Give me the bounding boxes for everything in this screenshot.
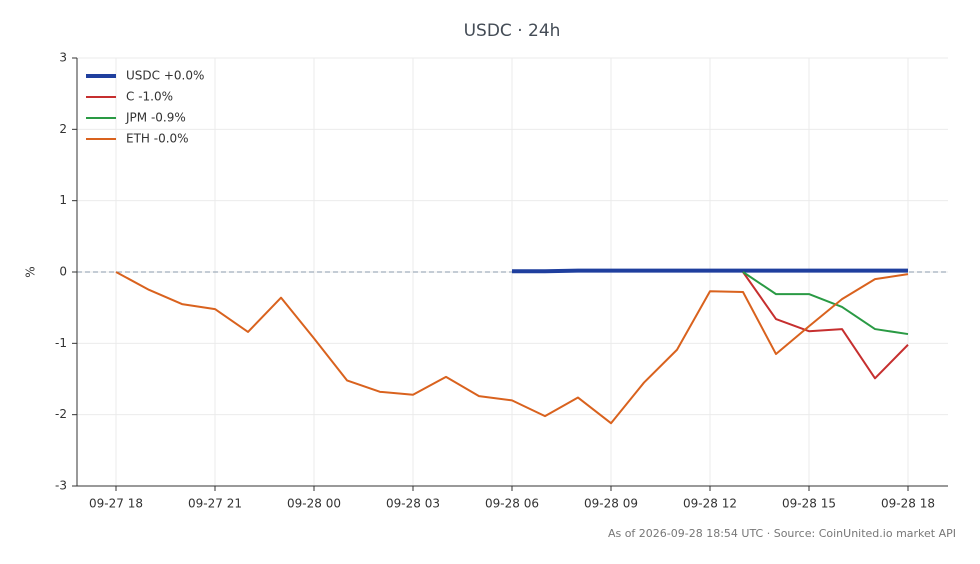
y-tick-label: -1 <box>55 336 67 350</box>
x-tick-label: 09-28 18 <box>881 497 935 511</box>
series-line <box>512 268 908 274</box>
y-tick-label: -2 <box>55 407 67 421</box>
y-tick-label: 0 <box>59 265 67 279</box>
x-tick-label: 09-27 21 <box>188 497 242 511</box>
legend-label: C -1.0% <box>126 90 173 104</box>
y-tick-label: 1 <box>59 193 67 207</box>
chart-title: USDC · 24h <box>464 21 561 41</box>
x-tick-label: 09-28 06 <box>485 497 539 511</box>
legend-label: ETH -0.0% <box>126 132 189 146</box>
footer: As of 2026-09-28 18:54 UTC · Source: Coi… <box>608 527 956 540</box>
x-tick-label: 09-28 03 <box>386 497 440 511</box>
x-tick-label: 09-28 15 <box>782 497 836 511</box>
series-line <box>742 271 909 380</box>
x-tick-label: 09-28 09 <box>584 497 638 511</box>
series-line <box>742 271 909 336</box>
legend-label: USDC +0.0% <box>126 69 204 83</box>
x-tick-label: 09-28 12 <box>683 497 737 511</box>
y-tick-label: 2 <box>59 122 67 136</box>
y-axis-label: % <box>24 266 38 277</box>
series-line <box>115 271 909 425</box>
x-tick-label: 09-27 18 <box>89 497 143 511</box>
y-tick-label: -3 <box>55 479 67 493</box>
legend-label: JPM -0.9% <box>125 111 186 125</box>
x-tick-label: 09-28 00 <box>287 497 341 511</box>
y-tick-label: 3 <box>59 51 67 65</box>
